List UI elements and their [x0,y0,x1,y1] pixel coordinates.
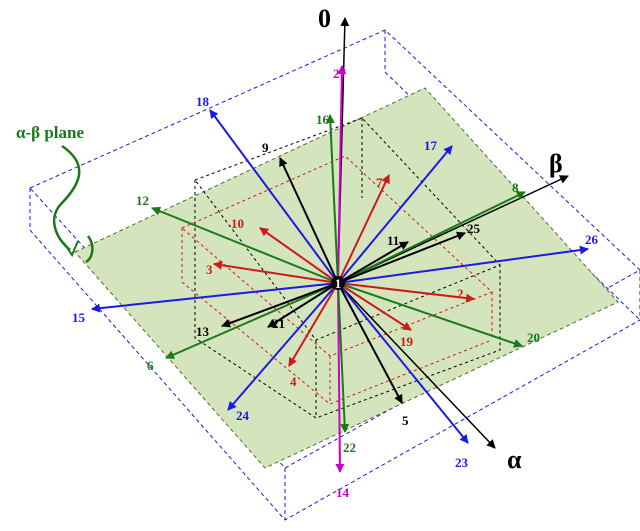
vector-18-arrow [209,109,339,284]
vector-21-arrow [267,282,339,328]
inner-box [181,155,493,405]
vector-5-arrow [337,282,403,404]
vector-12-arrow [151,206,339,284]
beta-axis-label: β [549,149,563,178]
vector-10-label: 10 [231,216,244,231]
vector-14-label: 14 [336,485,350,500]
plane-pointer [52,144,81,251]
middle-box [194,117,501,419]
vector-2-arrow [337,282,475,303]
vector-8-arrow [337,191,526,284]
vector-2-label: 2 [457,286,464,301]
vector-15-arrow [91,282,339,313]
alpha-axis-label: α [507,445,522,474]
vector-25-arrow [337,231,466,284]
vector-3-label: 3 [206,262,213,277]
center-node [331,276,345,290]
vector-25-label: 25 [467,221,481,236]
vector-9-arrow [279,157,339,284]
vector-24-arrow [227,282,339,411]
vector-19-label: 19 [400,334,414,349]
vector-14-arrow [335,282,345,473]
vector-20-label: 20 [527,330,540,345]
vector-22-arrow [337,282,350,433]
vector-19-arrow [337,282,412,331]
vector-16-label: 16 [316,112,330,127]
vector-6-arrow [165,282,339,359]
vector-12-label: 12 [136,193,149,208]
vector-6-label: 6 [147,358,154,373]
vector-7-label: 7 [376,175,383,190]
plane-pointer-tip [63,240,79,258]
plane-pointer-hook [85,235,94,264]
vector-4-label: 4 [290,374,297,389]
vector-20-arrow [337,282,523,348]
vector-27-label: 27 [333,66,347,81]
vector-17-label: 17 [424,138,438,153]
vector-23-arrow [337,282,469,444]
vector-10-arrow [259,227,339,284]
vector-4-arrow [288,282,339,367]
vector-21-label: 21 [272,316,285,331]
vector-3-arrow [213,260,339,284]
vector-13-label: 13 [196,324,210,339]
vector-16-arrow [325,114,339,284]
vector-24-label: 24 [236,408,250,423]
plane-label: α-β plane [16,123,84,142]
vector-23-label: 23 [455,455,469,470]
vector-27-arrow [337,65,347,284]
vector-layer: 2714181726152423161286202292511132157103… [72,65,599,500]
vector-11-label: 11 [387,233,399,248]
vector-18-label: 18 [196,94,210,109]
center-label: 1 [335,276,342,291]
vector-5-label: 5 [402,413,409,428]
vector-26-arrow [337,245,589,284]
vector-17-arrow [337,145,453,284]
vector-7-arrow [337,174,390,284]
vector-13-arrow [221,282,339,328]
zero-axis-label: 0 [318,4,331,33]
vector-11-arrow [337,241,409,284]
vector-9-label: 9 [262,140,269,155]
vector-26-label: 26 [585,232,599,247]
vector-22-label: 22 [343,440,356,455]
vector-8-label: 8 [512,180,519,195]
vector-15-label: 15 [72,310,86,325]
alpha-axis-line [337,282,496,449]
